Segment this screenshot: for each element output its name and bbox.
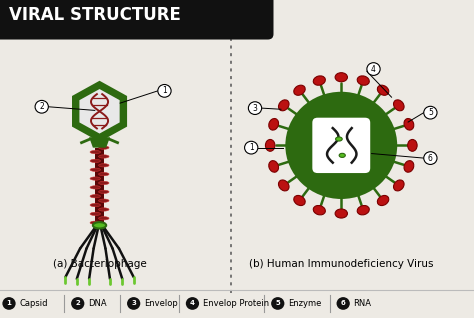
Text: 6: 6 [428, 154, 433, 162]
Circle shape [367, 63, 380, 75]
Ellipse shape [99, 164, 109, 167]
FancyBboxPatch shape [311, 116, 372, 175]
Circle shape [271, 297, 284, 310]
Circle shape [2, 297, 16, 310]
Ellipse shape [357, 76, 369, 85]
Text: Envelop: Envelop [144, 299, 178, 308]
Text: Envelop Protein: Envelop Protein [203, 299, 269, 308]
Ellipse shape [99, 190, 109, 193]
Ellipse shape [93, 222, 106, 229]
Text: VIRAL STRUCTURE: VIRAL STRUCTURE [9, 6, 181, 24]
Text: 1: 1 [7, 301, 11, 307]
Text: Capsid: Capsid [19, 299, 48, 308]
Ellipse shape [90, 150, 100, 154]
Text: 1: 1 [162, 86, 167, 95]
Ellipse shape [377, 85, 389, 95]
Text: 3: 3 [253, 104, 257, 113]
Ellipse shape [339, 153, 345, 157]
Text: DNA: DNA [88, 299, 107, 308]
Ellipse shape [313, 205, 325, 215]
Ellipse shape [90, 221, 100, 225]
Text: 6: 6 [341, 301, 346, 307]
Bar [95, 148, 104, 227]
Ellipse shape [269, 161, 279, 172]
Circle shape [71, 297, 84, 310]
Circle shape [424, 106, 437, 119]
Ellipse shape [393, 180, 404, 191]
Ellipse shape [335, 73, 347, 82]
Text: 4: 4 [371, 65, 376, 73]
Ellipse shape [279, 100, 289, 111]
Ellipse shape [336, 137, 342, 141]
Polygon shape [74, 83, 125, 140]
Circle shape [285, 92, 397, 199]
Circle shape [424, 152, 437, 164]
Ellipse shape [313, 76, 325, 85]
Text: 3: 3 [131, 301, 136, 307]
Ellipse shape [90, 212, 100, 216]
Ellipse shape [90, 159, 100, 162]
Polygon shape [80, 89, 119, 134]
Ellipse shape [269, 119, 279, 130]
Circle shape [245, 141, 258, 154]
Text: 2: 2 [39, 102, 44, 111]
Text: 5: 5 [275, 301, 280, 307]
Ellipse shape [99, 155, 109, 158]
Circle shape [248, 102, 262, 114]
Ellipse shape [265, 140, 275, 151]
Ellipse shape [99, 146, 109, 149]
Text: RNA: RNA [354, 299, 372, 308]
Ellipse shape [99, 181, 109, 185]
Ellipse shape [393, 100, 404, 111]
Circle shape [35, 100, 48, 113]
Text: 4: 4 [190, 301, 195, 307]
Ellipse shape [90, 168, 100, 171]
Ellipse shape [404, 119, 414, 130]
Polygon shape [89, 137, 110, 148]
Ellipse shape [90, 177, 100, 180]
Text: 5: 5 [428, 108, 433, 117]
Ellipse shape [99, 199, 109, 202]
Circle shape [337, 297, 350, 310]
Text: 2: 2 [75, 301, 80, 307]
Circle shape [158, 85, 171, 97]
Ellipse shape [90, 186, 100, 189]
Text: (b) Human Immunodeficiency Virus: (b) Human Immunodeficiency Virus [249, 259, 434, 269]
Ellipse shape [408, 140, 417, 151]
Ellipse shape [404, 161, 414, 172]
Ellipse shape [99, 217, 109, 220]
Ellipse shape [377, 196, 389, 205]
Ellipse shape [279, 180, 289, 191]
Text: (a) Bacteriophage: (a) Bacteriophage [53, 259, 146, 269]
Ellipse shape [90, 195, 100, 198]
Text: 1: 1 [249, 143, 254, 152]
Ellipse shape [294, 196, 305, 205]
Ellipse shape [90, 204, 100, 207]
Ellipse shape [335, 209, 347, 218]
FancyBboxPatch shape [0, 0, 273, 39]
Ellipse shape [99, 172, 109, 176]
Ellipse shape [294, 85, 305, 95]
Text: Enzyme: Enzyme [288, 299, 321, 308]
Ellipse shape [357, 205, 369, 215]
Circle shape [186, 297, 199, 310]
Ellipse shape [99, 208, 109, 211]
Circle shape [127, 297, 140, 310]
